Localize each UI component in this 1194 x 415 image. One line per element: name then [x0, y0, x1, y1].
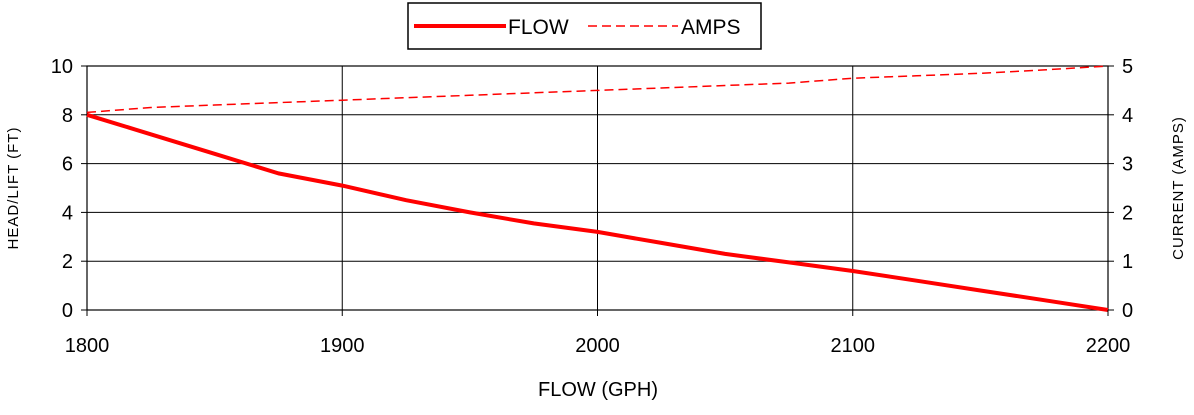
axis-layer: 0 2 4 6 8 10 0 1 2 3 4 5 1800 1900 2000 2100 2200: [51, 56, 1133, 357]
y-tick-label-2: 2: [62, 251, 73, 273]
grid-layer: [86, 65, 1109, 311]
series-line-amps: [86, 65, 1109, 114]
y-tick-label-4: 4: [62, 202, 73, 224]
y2-tick-label-3: 3: [1122, 154, 1133, 176]
y2-tick-label-4: 4: [1122, 105, 1133, 127]
legend: FLOW AMPS: [407, 2, 762, 50]
y2-axis-title: CURRENT (AMPS): [1170, 116, 1187, 260]
y2-tick-label-0: 0: [1122, 300, 1133, 322]
x-tick-label-2100: 2100: [831, 335, 876, 357]
legend-label-amps: AMPS: [681, 16, 741, 39]
x-tick-label-2000: 2000: [575, 335, 620, 357]
y-tick-label-6: 6: [62, 154, 73, 176]
y2-tick-label-1: 1: [1122, 251, 1133, 273]
y-tick-label-0: 0: [62, 300, 73, 322]
x-tick-label-2200: 2200: [1086, 335, 1131, 357]
x-tick-label-1900: 1900: [320, 335, 365, 357]
legend-label-flow: FLOW: [508, 16, 569, 39]
x-axis-title: FLOW (GPH): [538, 379, 658, 401]
y-axis-title: HEAD/LIFT (FT): [5, 127, 22, 250]
y2-tick-label-2: 2: [1122, 202, 1133, 224]
y2-tick-label-5: 5: [1122, 56, 1133, 78]
y-tick-label-10: 10: [51, 56, 73, 78]
series-layer: [86, 65, 1109, 312]
series-line-flow: [86, 112, 1109, 312]
y-tick-label-8: 8: [62, 105, 73, 127]
x-tick-label-1800: 1800: [65, 335, 110, 357]
